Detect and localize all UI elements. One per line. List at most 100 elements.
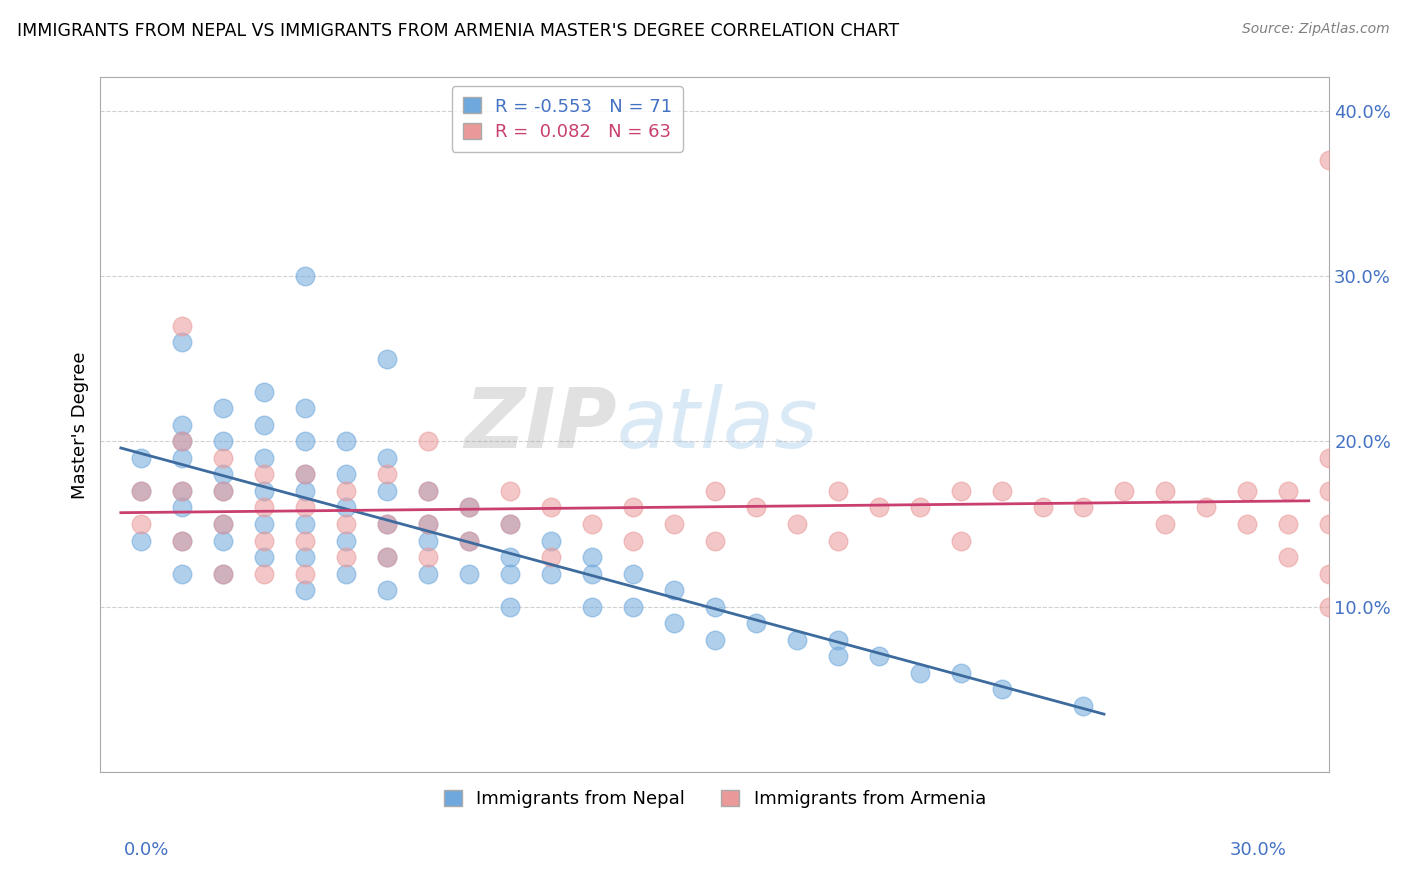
Text: ZIP: ZIP [464, 384, 616, 466]
Point [131, 483, 153, 498]
Point [172, 533, 194, 548]
Point [253, 483, 276, 498]
Point [375, 483, 398, 498]
Point [212, 434, 235, 449]
Point [212, 566, 235, 581]
Point [172, 334, 194, 349]
Point [294, 566, 316, 581]
Point [172, 483, 194, 498]
Point [294, 583, 316, 598]
Point [416, 550, 439, 565]
Point [1317, 153, 1340, 168]
Point [540, 550, 562, 565]
Point [908, 665, 931, 680]
Point [416, 483, 439, 498]
Point [335, 550, 357, 565]
Point [294, 467, 316, 482]
Point [1031, 500, 1053, 515]
Point [540, 500, 562, 515]
Point [499, 516, 522, 531]
Point [172, 434, 194, 449]
Point [375, 550, 398, 565]
Point [131, 533, 153, 548]
Point [703, 533, 725, 548]
Point [335, 434, 357, 449]
Point [540, 533, 562, 548]
Point [1277, 516, 1299, 531]
Point [212, 450, 235, 465]
Point [745, 500, 768, 515]
Point [172, 318, 194, 333]
Point [458, 533, 481, 548]
Point [294, 401, 316, 416]
Point [172, 500, 194, 515]
Point [212, 566, 235, 581]
Text: 0.0%: 0.0% [124, 840, 169, 858]
Legend: Immigrants from Nepal, Immigrants from Armenia: Immigrants from Nepal, Immigrants from A… [436, 782, 993, 815]
Point [990, 483, 1012, 498]
Point [1277, 550, 1299, 565]
Point [827, 649, 849, 664]
Point [499, 550, 522, 565]
Point [253, 533, 276, 548]
Point [335, 533, 357, 548]
Point [416, 434, 439, 449]
Point [786, 632, 808, 647]
Point [131, 483, 153, 498]
Point [703, 632, 725, 647]
Point [253, 417, 276, 432]
Point [1317, 450, 1340, 465]
Point [416, 533, 439, 548]
Point [540, 566, 562, 581]
Point [253, 467, 276, 482]
Point [212, 533, 235, 548]
Point [662, 516, 685, 531]
Point [294, 483, 316, 498]
Point [908, 500, 931, 515]
Point [294, 533, 316, 548]
Point [335, 483, 357, 498]
Point [1277, 483, 1299, 498]
Point [1236, 483, 1258, 498]
Point [868, 649, 890, 664]
Point [416, 516, 439, 531]
Point [1073, 698, 1095, 713]
Point [703, 483, 725, 498]
Point [786, 516, 808, 531]
Text: Source: ZipAtlas.com: Source: ZipAtlas.com [1241, 22, 1389, 37]
Point [499, 599, 522, 614]
Point [949, 483, 972, 498]
Point [621, 566, 644, 581]
Point [458, 500, 481, 515]
Point [1317, 516, 1340, 531]
Point [253, 384, 276, 399]
Point [458, 500, 481, 515]
Point [375, 516, 398, 531]
Point [172, 434, 194, 449]
Point [827, 533, 849, 548]
Point [1154, 483, 1177, 498]
Point [253, 566, 276, 581]
Point [212, 467, 235, 482]
Point [253, 450, 276, 465]
Point [662, 616, 685, 631]
Point [212, 516, 235, 531]
Point [375, 450, 398, 465]
Point [458, 566, 481, 581]
Point [499, 516, 522, 531]
Y-axis label: Master's Degree: Master's Degree [72, 351, 89, 499]
Point [335, 500, 357, 515]
Point [581, 566, 603, 581]
Point [294, 434, 316, 449]
Point [1317, 599, 1340, 614]
Point [499, 566, 522, 581]
Point [621, 500, 644, 515]
Point [212, 483, 235, 498]
Point [253, 500, 276, 515]
Point [416, 483, 439, 498]
Point [949, 533, 972, 548]
Point [375, 516, 398, 531]
Point [294, 516, 316, 531]
Point [375, 550, 398, 565]
Point [294, 268, 316, 283]
